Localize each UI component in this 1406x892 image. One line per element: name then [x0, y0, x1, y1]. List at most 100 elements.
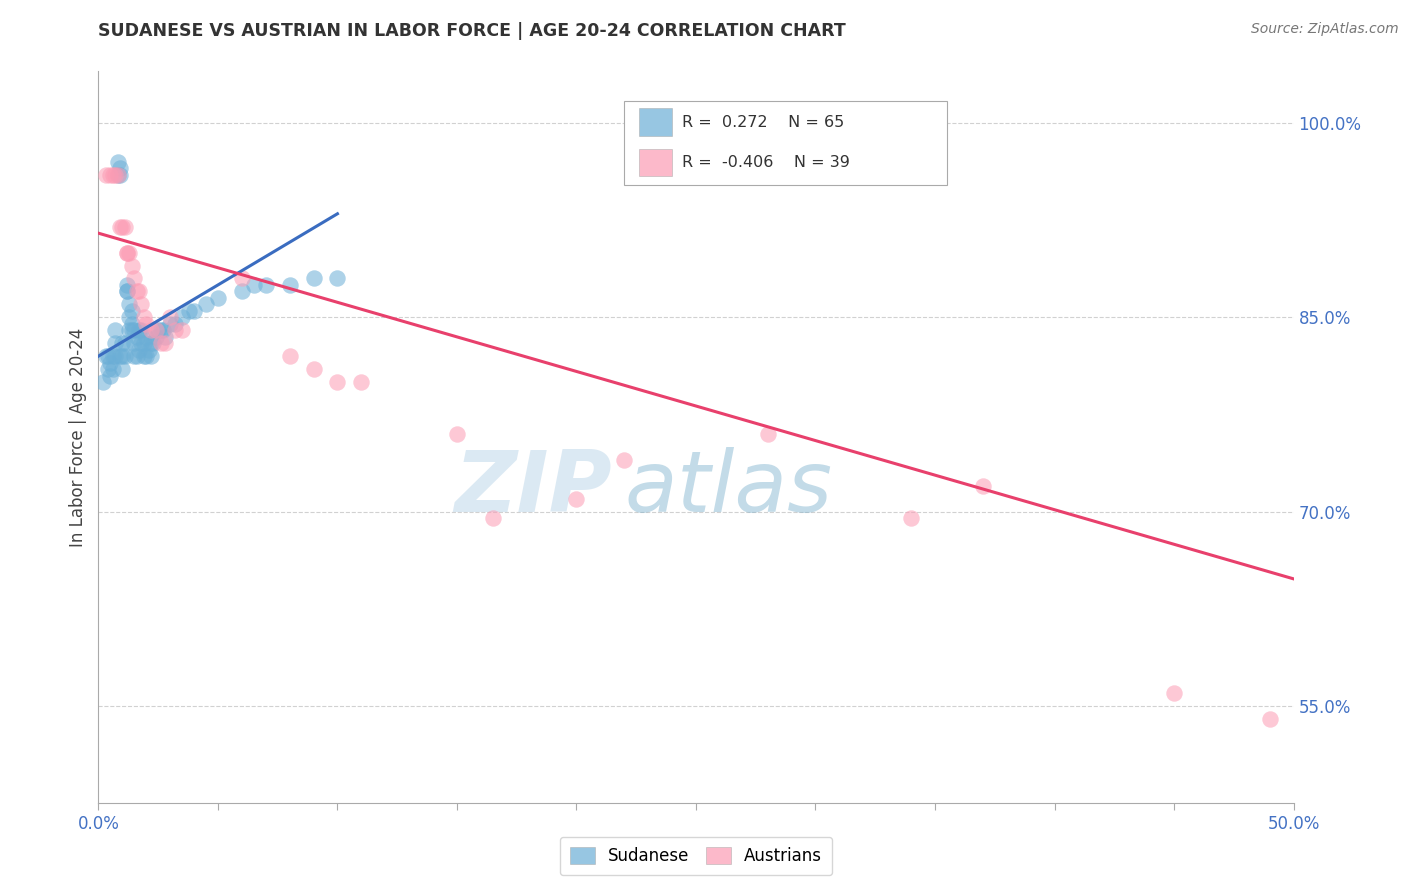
Point — [115, 277, 138, 292]
Point — [302, 362, 325, 376]
Point — [613, 452, 636, 467]
Text: R =  -0.406    N = 39: R = -0.406 N = 39 — [682, 155, 849, 169]
Point — [128, 323, 150, 337]
Point — [972, 478, 994, 492]
Point — [124, 323, 146, 337]
Text: R =  0.272    N = 65: R = 0.272 N = 65 — [682, 114, 844, 129]
Point — [104, 323, 127, 337]
Legend: Sudanese, Austrians: Sudanese, Austrians — [560, 837, 832, 875]
Point — [132, 349, 155, 363]
Point — [121, 259, 143, 273]
Point — [115, 285, 138, 299]
Point — [104, 336, 127, 351]
Point — [98, 368, 122, 383]
Point — [159, 317, 181, 331]
Point — [121, 317, 143, 331]
Point — [107, 168, 129, 182]
Point — [302, 271, 325, 285]
Point — [1258, 712, 1281, 726]
Bar — [638, 108, 672, 136]
Point — [135, 349, 157, 363]
Point — [104, 349, 127, 363]
Point — [128, 343, 150, 357]
Point — [91, 375, 114, 389]
Point — [128, 285, 150, 299]
Point — [183, 303, 205, 318]
Point — [101, 362, 124, 376]
Text: ZIP: ZIP — [454, 447, 612, 530]
Point — [243, 277, 266, 292]
Point — [179, 303, 201, 318]
Point — [111, 362, 134, 376]
Point — [326, 375, 349, 389]
Point — [900, 511, 922, 525]
Point — [124, 349, 146, 363]
Point — [145, 323, 167, 337]
Point — [107, 168, 129, 182]
Point — [131, 297, 153, 311]
Point — [148, 323, 170, 337]
Point — [139, 349, 162, 363]
Point — [149, 323, 172, 337]
Point — [142, 336, 165, 351]
Text: Source: ZipAtlas.com: Source: ZipAtlas.com — [1251, 22, 1399, 37]
Point — [135, 317, 157, 331]
Point — [114, 349, 136, 363]
Point — [149, 336, 172, 351]
Point — [101, 168, 124, 182]
Point — [125, 349, 148, 363]
Point — [98, 356, 122, 370]
Point — [163, 317, 186, 331]
Point — [155, 336, 177, 351]
Point — [94, 349, 117, 363]
Point — [121, 303, 143, 318]
Point — [104, 168, 127, 182]
Point — [172, 310, 194, 325]
Point — [350, 375, 373, 389]
Point — [139, 336, 162, 351]
Point — [115, 285, 138, 299]
Point — [125, 285, 148, 299]
Point — [108, 168, 131, 182]
Point — [138, 343, 160, 357]
Point — [139, 323, 162, 337]
Point — [152, 323, 174, 337]
Point — [114, 219, 136, 234]
Point — [155, 330, 177, 344]
Point — [124, 271, 146, 285]
Text: atlas: atlas — [624, 447, 832, 530]
Point — [115, 245, 138, 260]
Point — [114, 336, 136, 351]
Point — [254, 277, 277, 292]
Point — [132, 336, 155, 351]
Point — [278, 277, 301, 292]
Point — [97, 349, 120, 363]
Point — [97, 362, 120, 376]
Point — [124, 336, 146, 351]
Point — [118, 245, 141, 260]
Point — [481, 511, 505, 525]
Y-axis label: In Labor Force | Age 20-24: In Labor Force | Age 20-24 — [69, 327, 87, 547]
Point — [115, 245, 138, 260]
Point — [159, 310, 181, 325]
Point — [108, 161, 131, 176]
FancyBboxPatch shape — [624, 101, 946, 185]
Point — [108, 219, 131, 234]
Point — [121, 323, 143, 337]
Point — [94, 168, 117, 182]
Point — [231, 285, 253, 299]
Point — [111, 219, 134, 234]
Point — [145, 330, 167, 344]
Point — [131, 336, 153, 351]
Point — [131, 323, 153, 337]
Point — [756, 426, 779, 441]
Point — [163, 323, 186, 337]
Point — [135, 330, 157, 344]
Point — [118, 310, 141, 325]
Point — [231, 271, 253, 285]
Point — [101, 349, 124, 363]
Point — [326, 271, 349, 285]
Point — [111, 349, 134, 363]
Point — [278, 349, 301, 363]
Point — [1163, 686, 1185, 700]
